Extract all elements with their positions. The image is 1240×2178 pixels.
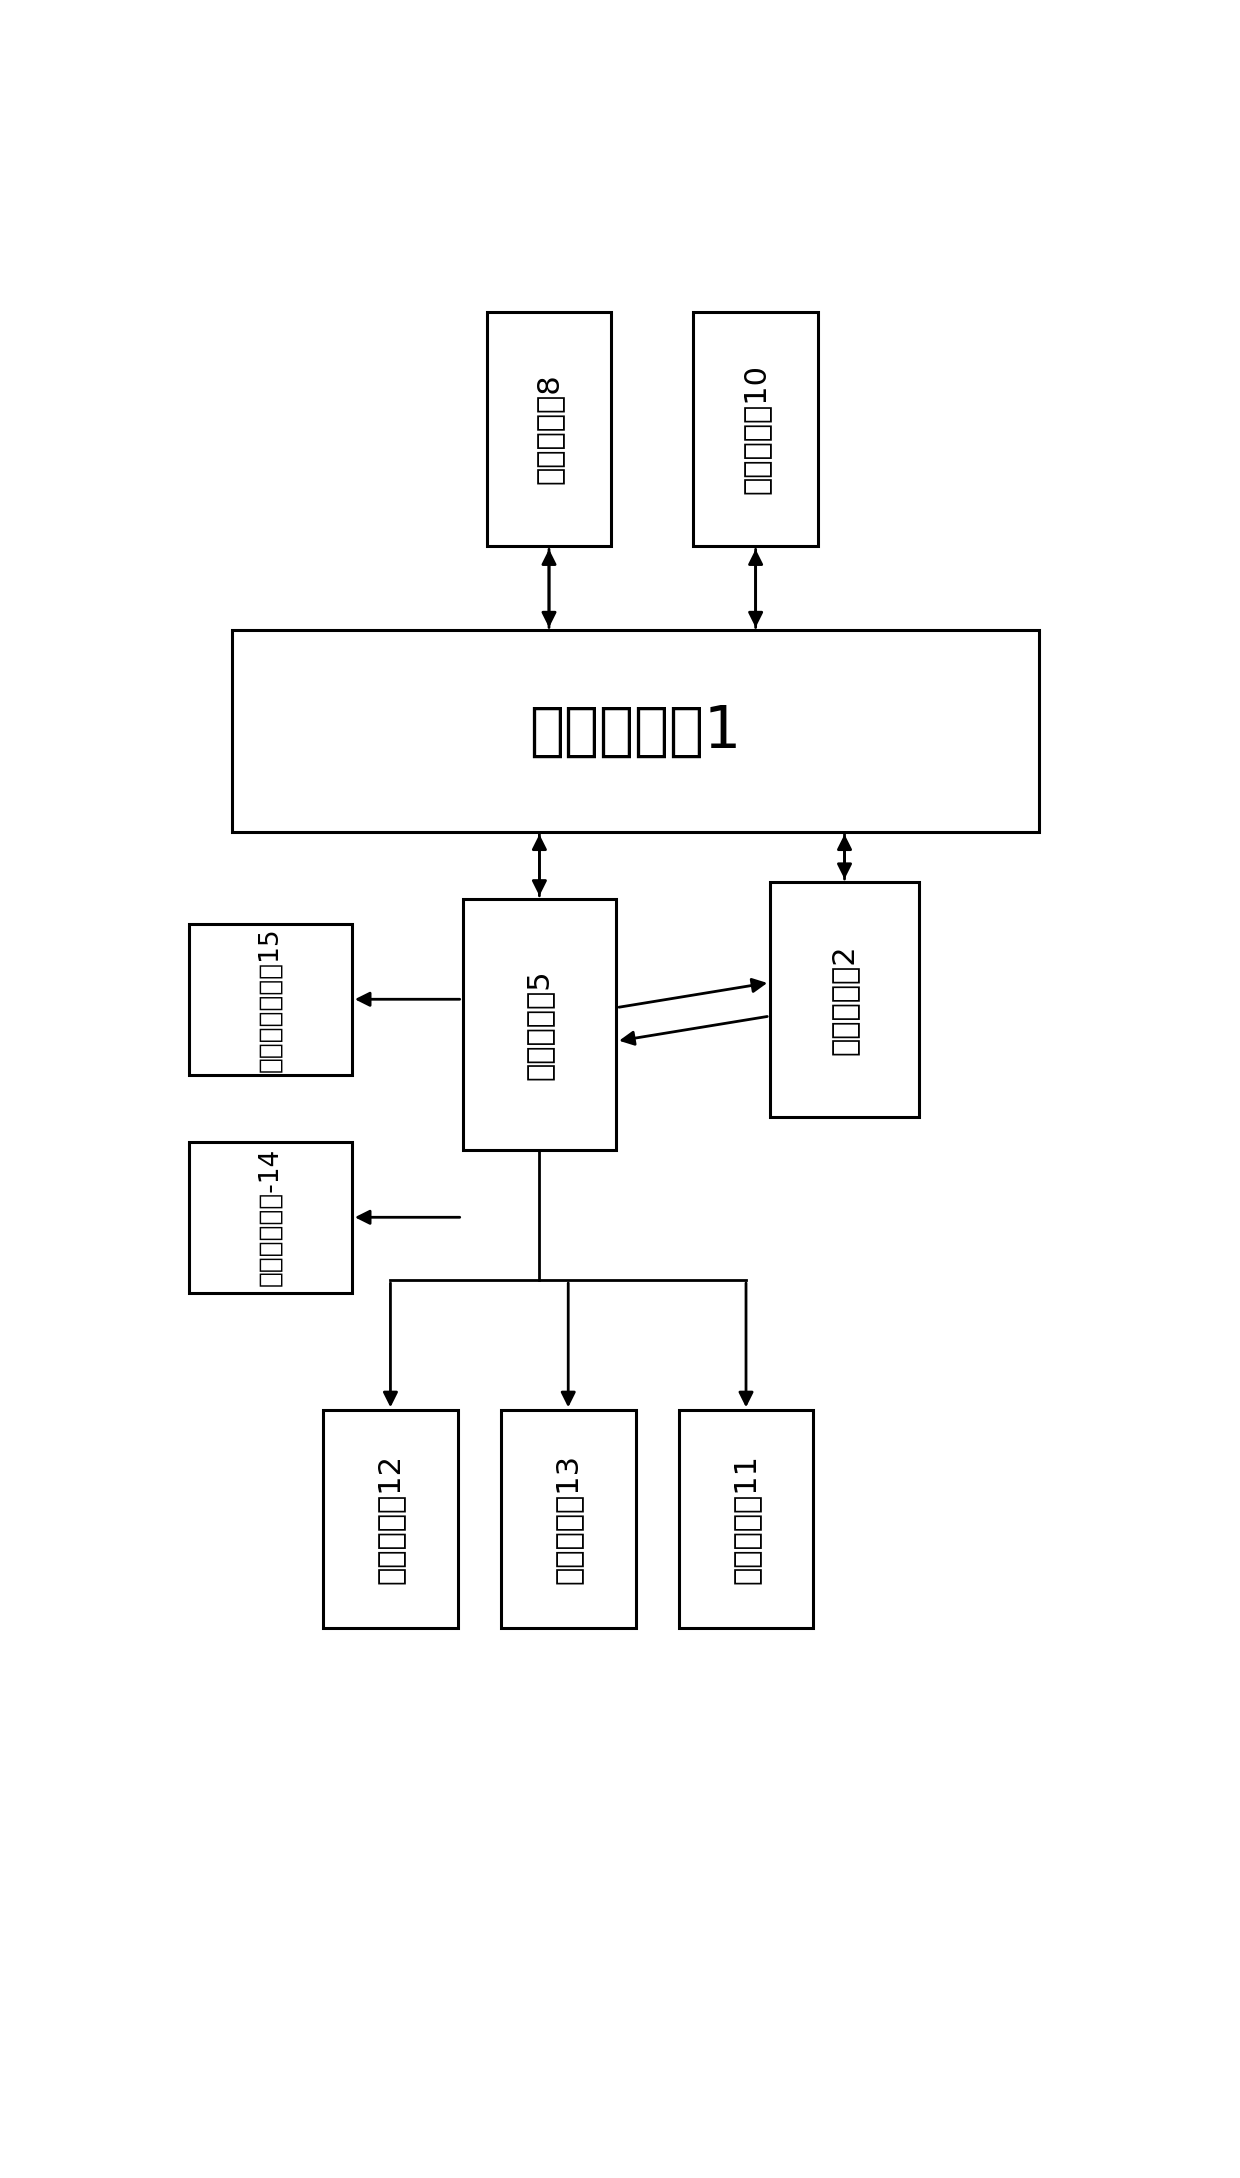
Text: 主正继电奨12: 主正继电奨12 xyxy=(376,1455,405,1583)
Text: 充电继电奨11: 充电继电奨11 xyxy=(732,1455,760,1583)
Bar xyxy=(188,923,352,1074)
Bar xyxy=(463,900,616,1150)
Bar xyxy=(486,311,611,547)
Text: 充电控制夨2: 充电控制夨2 xyxy=(830,943,859,1054)
Bar xyxy=(324,1409,458,1629)
Text: 空调控制夨8: 空调控制夨8 xyxy=(534,375,563,484)
Text: 电压预充单元二15: 电压预充单元二15 xyxy=(258,928,283,1072)
Text: 主负继电奨13: 主负继电奨13 xyxy=(554,1455,583,1583)
Text: 电池管理夨5: 电池管理夨5 xyxy=(525,969,554,1080)
Bar xyxy=(770,882,919,1117)
Bar xyxy=(232,629,1039,832)
Text: 电压预充单元-14: 电压预充单元-14 xyxy=(258,1148,283,1287)
Text: 变换控制劘10: 变换控制劘10 xyxy=(742,364,770,494)
Bar xyxy=(693,311,818,547)
Bar xyxy=(188,1141,352,1294)
Text: 整车控制夨1: 整车控制夨1 xyxy=(529,703,742,760)
Bar xyxy=(678,1409,813,1629)
Bar xyxy=(501,1409,635,1629)
